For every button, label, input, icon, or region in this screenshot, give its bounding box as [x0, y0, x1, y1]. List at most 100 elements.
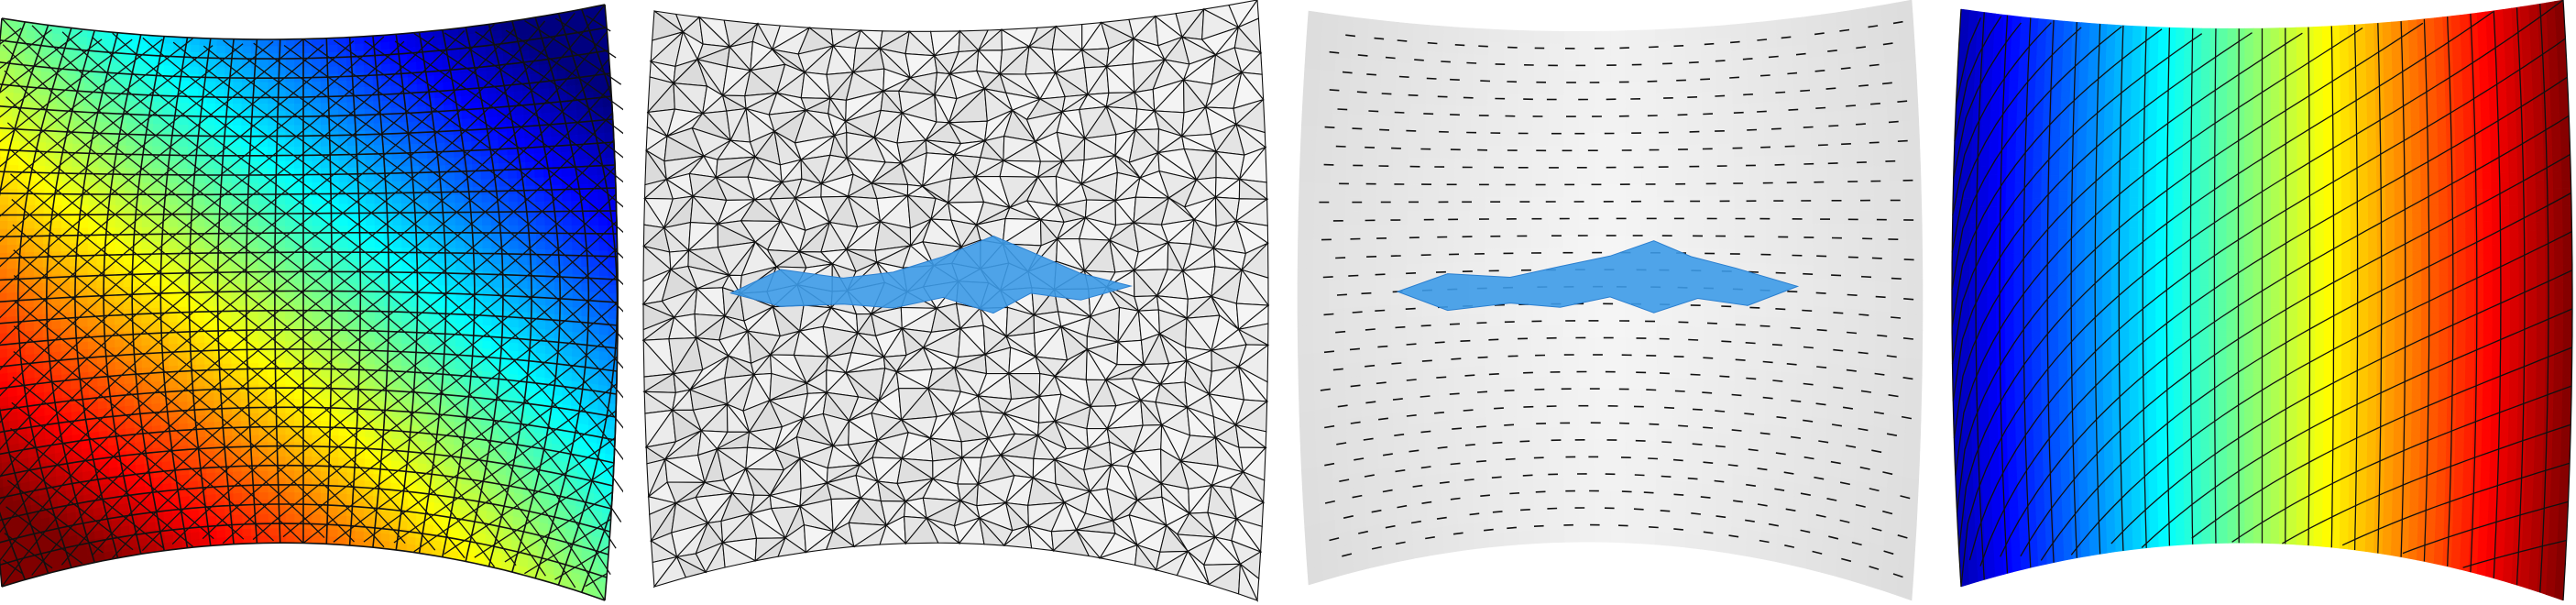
grid-line-curved — [1952, 22, 2052, 216]
direction-dash — [1902, 337, 1913, 340]
direction-dash — [1803, 419, 1814, 423]
direction-dash — [1795, 52, 1806, 56]
grid-line-vertical — [2142, 27, 2147, 548]
direction-dash — [1746, 377, 1757, 380]
direction-dash — [1886, 433, 1898, 436]
grid-line-curved — [2141, 308, 2573, 548]
direction-dash — [1784, 544, 1795, 548]
diag-grid-line — [393, 383, 618, 544]
diag-grid-line — [11, 199, 406, 544]
mesh-triangle — [1135, 544, 1157, 571]
direction-dash — [1869, 488, 1880, 492]
direction-dash — [1410, 520, 1421, 524]
direction-dash — [1743, 94, 1753, 96]
direction-dash — [1802, 309, 1813, 312]
grid-line-curved — [1954, 16, 2002, 142]
mesh-triangle — [675, 556, 707, 578]
direction-dash — [1505, 457, 1516, 461]
direction-dash — [1846, 104, 1857, 107]
direction-dash — [1363, 437, 1374, 441]
grid-line-curved — [2000, 115, 2570, 557]
diag-grid-line — [112, 112, 613, 559]
direction-dash — [1394, 434, 1405, 436]
direction-dash — [1365, 364, 1376, 368]
direction-dash — [1450, 462, 1461, 466]
direction-dash — [1815, 292, 1826, 294]
diag-grid-line — [0, 24, 495, 478]
direction-dash — [1352, 311, 1363, 314]
direction-dash — [1803, 126, 1814, 128]
diag-grid-line — [0, 36, 385, 370]
grid-line-vertical — [2070, 22, 2077, 558]
direction-dash — [1409, 449, 1420, 453]
direction-dash — [1730, 40, 1740, 44]
direction-dash — [1892, 20, 1903, 25]
direction-dash — [1721, 340, 1732, 343]
grid-line-curved — [1951, 27, 2082, 253]
grid-line-curved — [2462, 539, 2567, 568]
direction-dash — [1395, 325, 1406, 329]
mesh-triangle — [721, 541, 757, 568]
direction-dash — [1460, 339, 1471, 342]
grid-line-v — [0, 387, 617, 418]
grid-line-vertical — [2118, 25, 2124, 551]
diag-grid-line — [1, 4, 606, 588]
direction-dash — [1377, 345, 1388, 348]
diag-grid-line — [0, 30, 82, 94]
direction-dash — [1768, 522, 1779, 527]
direction-dash — [1335, 330, 1346, 334]
direction-dash — [1385, 524, 1396, 529]
direction-dash — [1839, 519, 1850, 523]
direction-dash — [1770, 127, 1781, 130]
diag-grid-line — [504, 491, 613, 563]
direction-dash — [1522, 474, 1533, 477]
diag-grid-line — [0, 38, 193, 192]
direction-dash — [1323, 313, 1334, 316]
grid-line-v — [0, 406, 616, 441]
direction-dash — [1875, 295, 1886, 299]
direction-dash — [1874, 372, 1885, 376]
diag-grid-line — [333, 329, 619, 543]
grid-line-vertical — [2400, 21, 2406, 557]
direction-dash — [1329, 50, 1340, 54]
direction-dash — [1357, 54, 1368, 57]
diag-grid-line — [142, 37, 623, 461]
direction-dash — [1408, 94, 1419, 96]
direction-dash — [1469, 512, 1480, 516]
direction-dash — [1815, 513, 1826, 518]
direction-dash — [1337, 404, 1348, 408]
diag-grid-line — [2, 44, 576, 588]
direction-dash — [1715, 410, 1726, 412]
direction-dash — [1828, 535, 1839, 540]
grid-line-vertical — [2189, 28, 2194, 544]
direction-dash — [1869, 63, 1880, 67]
direction-dash — [1452, 427, 1463, 430]
direction-dash — [1673, 528, 1683, 531]
grid-line-curved — [1951, 26, 2122, 291]
direction-dash — [1661, 441, 1672, 444]
direction-dash — [1421, 500, 1432, 504]
direction-dash — [1815, 402, 1826, 406]
mesh-triangle — [1176, 550, 1211, 586]
direction-dash — [1504, 424, 1515, 426]
direction-dash — [1882, 471, 1893, 476]
grid-line-vertical — [2493, 10, 2502, 578]
diag-grid-line — [6, 122, 496, 567]
panel-triangle-mesh — [641, 0, 1270, 603]
diag-grid-line — [5, 506, 83, 565]
direction-dash — [1833, 312, 1844, 314]
direction-dash — [1488, 373, 1499, 376]
direction-dash — [1882, 510, 1893, 515]
direction-dash — [1841, 557, 1852, 563]
diag-grid-line — [5, 96, 517, 566]
diag-grid-line — [0, 30, 466, 451]
direction-dash — [1771, 344, 1782, 346]
grid-line-curved — [2070, 231, 2572, 556]
direction-dash — [1509, 492, 1520, 495]
direction-dash — [1871, 449, 1882, 454]
diag-grid-line — [302, 302, 619, 544]
direction-dash — [1731, 393, 1742, 397]
grid-line-v — [0, 368, 617, 395]
direction-dash — [1463, 409, 1474, 412]
